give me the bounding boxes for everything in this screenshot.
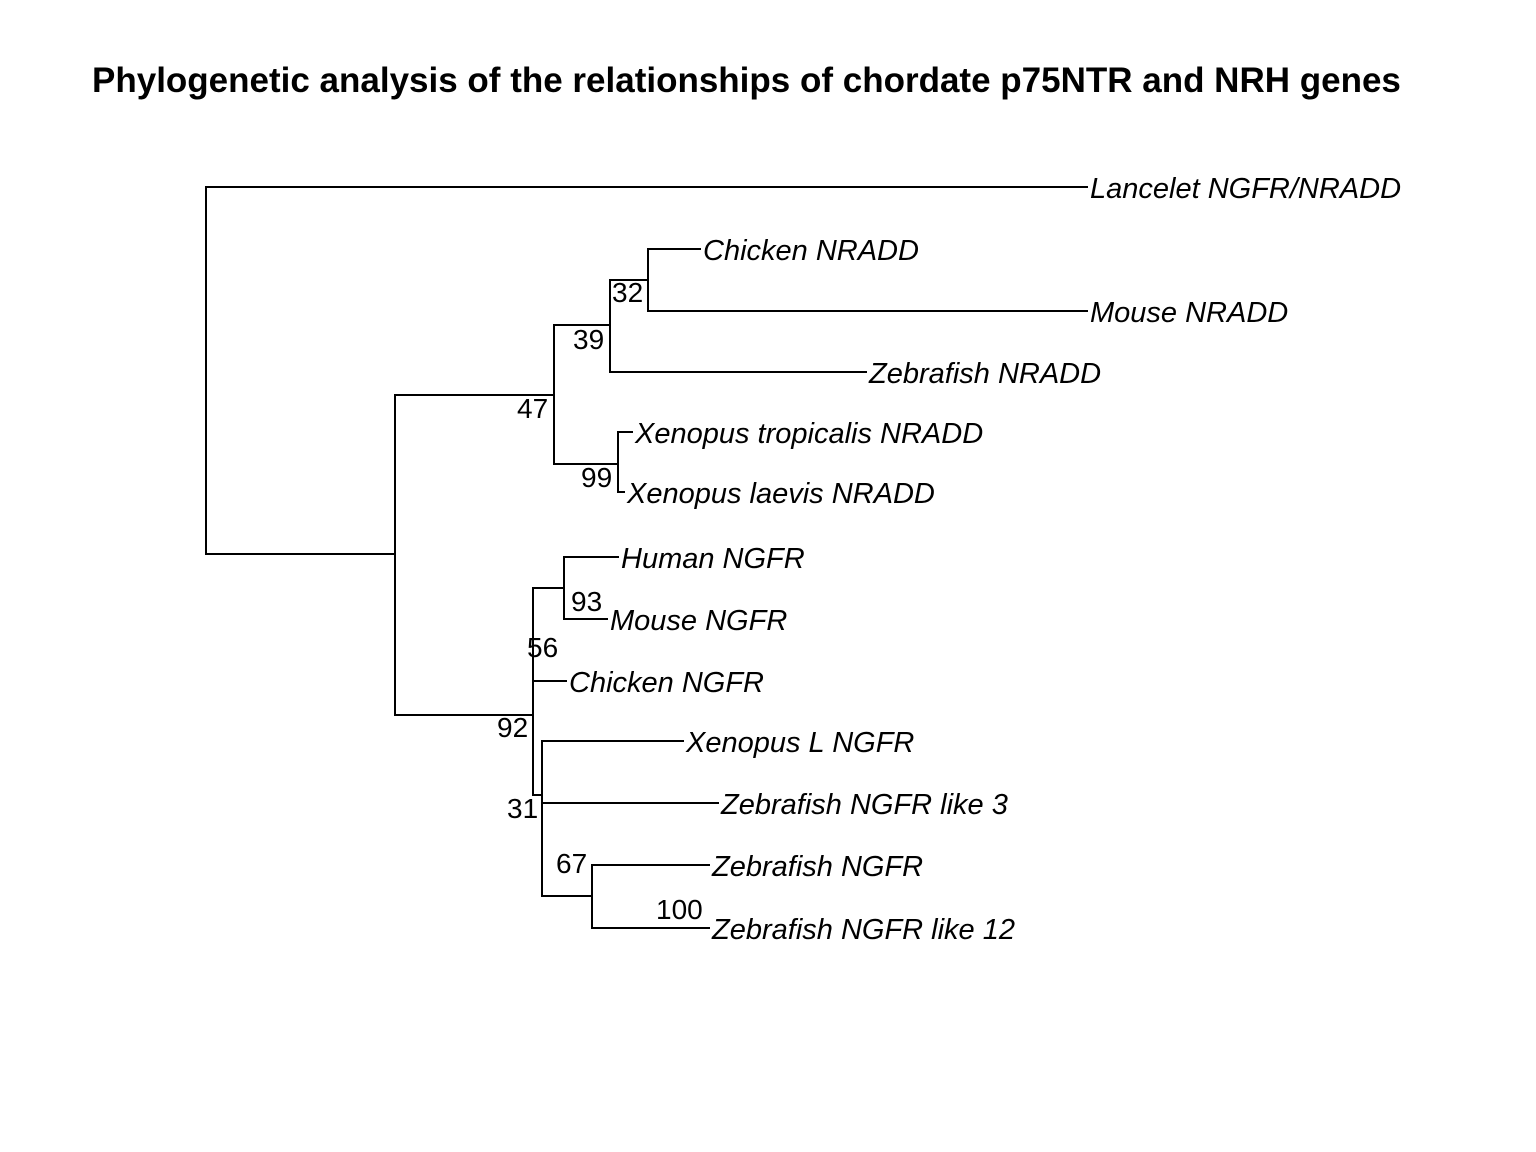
bootstrap-value-n31: 31 — [507, 793, 538, 824]
bootstrap-value-n100: 100 — [656, 894, 703, 925]
bootstrap-value-n93: 93 — [571, 586, 602, 617]
figure-title: Phylogenetic analysis of the relationshi… — [92, 61, 1401, 100]
tip-label-t1: Lancelet NGFR/NRADD — [1090, 173, 1401, 205]
bootstrap-value-n92: 92 — [497, 712, 528, 743]
tip-label-t10: Xenopus L NGFR — [685, 727, 914, 759]
tip-label-t12: Zebrafish NGFR — [711, 851, 923, 883]
tip-label-t9: Chicken NGFR — [569, 667, 764, 699]
tip-label-t7: Human NGFR — [621, 543, 805, 575]
tip-label-t8: Mouse NGFR — [610, 605, 787, 637]
bootstrap-value-n67: 67 — [556, 848, 587, 879]
bootstrap-value-n99: 99 — [581, 462, 612, 493]
bootstrap-value-n56: 56 — [527, 632, 558, 663]
tip-label-t11: Zebrafish NGFR like 3 — [720, 789, 1008, 821]
tip-label-t2: Chicken NRADD — [703, 235, 919, 267]
bootstrap-value-n47: 47 — [517, 393, 548, 424]
bootstrap-value-n39: 39 — [573, 324, 604, 355]
tree-branches — [205, 186, 1088, 929]
tip-label-t6: Xenopus laevis NRADD — [626, 478, 935, 510]
bootstrap-value-n32: 32 — [612, 277, 643, 308]
tip-labels: Lancelet NGFR/NRADD Chicken NRADD Mouse NR… — [569, 173, 1401, 946]
tip-label-t13: Zebrafish NGFR like 12 — [711, 914, 1015, 946]
tip-label-t3: Mouse NRADD — [1090, 297, 1288, 329]
tip-label-t4: Zebrafish NRADD — [868, 358, 1101, 390]
bootstrap-labels: 32 39 47 99 93 56 92 31 67 100 — [497, 277, 703, 925]
tip-label-t5: Xenopus tropicalis NRADD — [634, 418, 983, 450]
